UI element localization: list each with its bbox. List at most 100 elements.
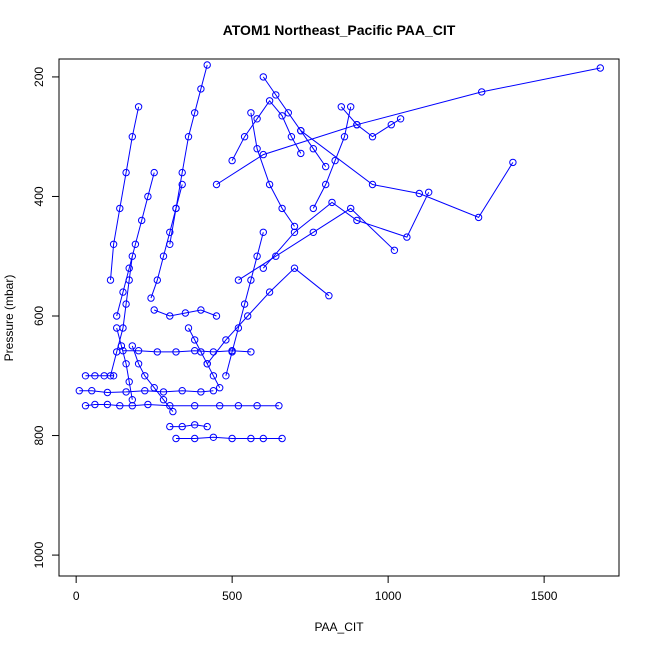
series-8 — [259, 188, 433, 272]
x-tick-label-1: 500 — [222, 589, 242, 603]
data-point — [197, 85, 205, 93]
data-point — [297, 127, 305, 135]
y-axis-label: Pressure (mbar) — [2, 275, 16, 362]
data-point — [247, 348, 255, 356]
data-point — [134, 347, 143, 355]
data-point — [116, 402, 124, 410]
data-point — [240, 300, 249, 308]
data-point — [265, 97, 274, 105]
series-10 — [203, 264, 333, 368]
data-point — [191, 109, 199, 117]
y-tick-label-4: 1000 — [32, 541, 46, 568]
data-point — [290, 264, 299, 272]
data-point — [368, 133, 377, 141]
data-point — [265, 288, 274, 296]
data-point — [387, 121, 395, 129]
series-21 — [128, 342, 177, 416]
data-point — [166, 422, 174, 431]
data-point — [81, 372, 90, 380]
series-16 — [147, 180, 186, 302]
data-point — [122, 360, 130, 368]
series-line-20 — [250, 112, 295, 227]
series-3 — [172, 433, 286, 443]
series-line-6 — [216, 67, 601, 185]
data-point — [325, 292, 333, 300]
data-point — [134, 360, 143, 368]
series-line-4 — [169, 424, 208, 428]
data-point — [141, 372, 149, 380]
data-point — [244, 312, 252, 320]
data-point — [191, 336, 199, 344]
data-point — [212, 180, 221, 189]
data-point — [353, 121, 361, 129]
data-point — [290, 222, 299, 231]
data-point — [128, 342, 137, 350]
data-point — [234, 276, 243, 284]
data-point — [141, 387, 149, 395]
data-point — [474, 213, 483, 222]
data-point — [197, 306, 205, 314]
data-point — [125, 276, 133, 284]
data-point — [228, 434, 236, 443]
data-point — [403, 233, 411, 241]
data-point — [284, 109, 292, 117]
data-point — [178, 168, 186, 177]
series-line-25 — [312, 106, 352, 209]
series-line-18 — [225, 232, 264, 376]
data-point — [172, 204, 180, 213]
data-point — [478, 88, 486, 96]
series-22 — [184, 324, 224, 392]
series-2 — [81, 372, 118, 380]
data-point — [81, 402, 90, 410]
x-tick-label-2: 1000 — [375, 589, 402, 603]
data-point — [234, 324, 243, 332]
data-point — [191, 421, 199, 429]
data-point — [122, 300, 130, 308]
data-point — [109, 372, 118, 380]
data-point — [113, 348, 121, 356]
series-line-24 — [262, 76, 327, 167]
series-line-15 — [116, 172, 155, 317]
data-point — [125, 378, 133, 386]
data-point — [203, 422, 211, 431]
series-line-21 — [131, 345, 174, 412]
series-13 — [106, 103, 143, 284]
data-point — [297, 149, 305, 158]
data-point — [91, 372, 99, 380]
data-point — [172, 348, 180, 356]
data-point — [415, 189, 423, 198]
series-0 — [81, 400, 283, 410]
data-point — [128, 133, 137, 141]
series-line-8 — [262, 192, 430, 269]
data-point — [122, 168, 130, 177]
y-tick-label-1: 400 — [32, 186, 46, 206]
data-point — [150, 168, 158, 177]
data-point — [322, 162, 330, 171]
data-point — [222, 336, 230, 344]
data-point — [396, 115, 405, 123]
data-point — [247, 434, 255, 443]
data-point — [309, 145, 317, 153]
data-point — [88, 387, 96, 395]
data-point — [247, 276, 255, 284]
data-point — [259, 264, 267, 272]
series-line-16 — [150, 184, 183, 299]
data-point — [209, 372, 218, 380]
series-line-3 — [176, 436, 283, 439]
data-point — [253, 402, 261, 410]
plot-area — [75, 61, 604, 443]
series-7 — [297, 127, 517, 222]
series-6 — [212, 64, 604, 189]
data-point — [197, 388, 205, 396]
data-point — [197, 348, 205, 356]
y-tick-label-0: 200 — [32, 67, 46, 87]
data-point — [216, 384, 224, 392]
data-point — [265, 180, 274, 189]
data-point — [212, 312, 221, 320]
data-point — [113, 324, 121, 332]
series-24 — [259, 73, 330, 171]
data-point — [147, 294, 155, 302]
data-point — [103, 388, 112, 397]
series-18 — [222, 228, 267, 380]
series-line-23 — [116, 327, 133, 400]
